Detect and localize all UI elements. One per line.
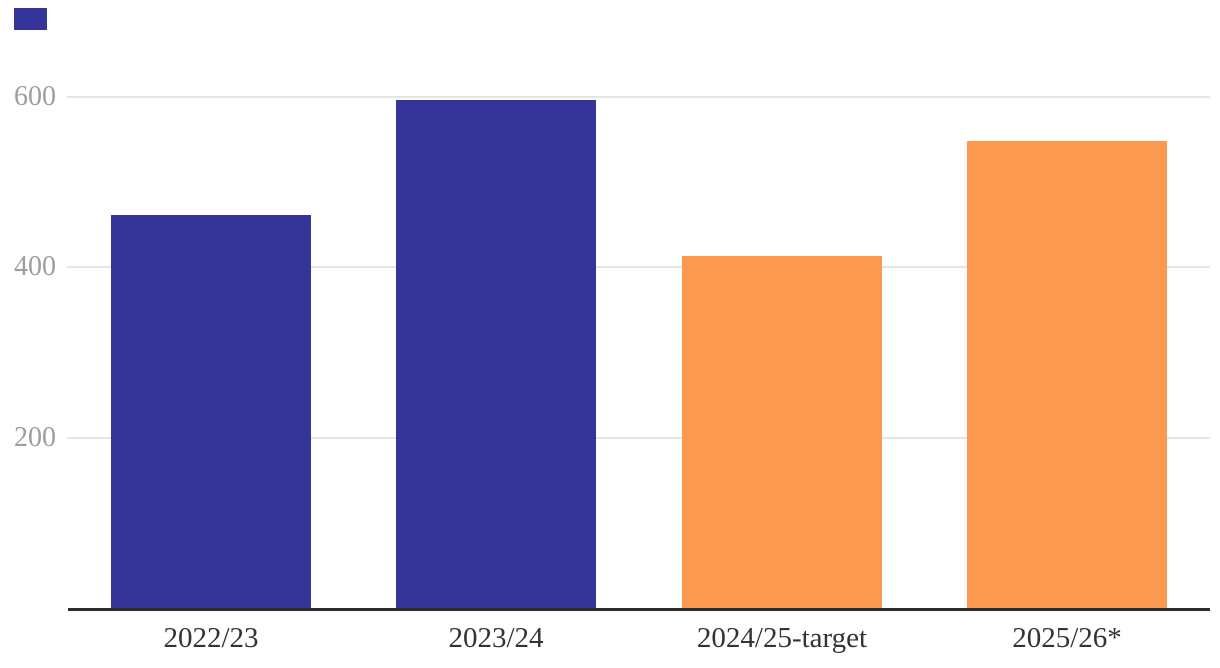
x-category-label-3: 2024/25-target	[696, 622, 868, 654]
legend-swatch	[14, 8, 47, 30]
gridline-400	[67, 266, 1210, 269]
x-category-label-4: 2025/26*	[1012, 622, 1122, 654]
bar-3	[682, 256, 882, 608]
y-tick-label-600: 600	[14, 81, 56, 112]
x-category-label-2: 2023/24	[448, 622, 544, 654]
bar-4	[967, 141, 1167, 608]
bar-1	[111, 215, 311, 608]
y-tick-label-400: 400	[14, 251, 56, 283]
gridline-600	[67, 96, 1210, 98]
x-axis-line	[68, 608, 1210, 611]
y-tick-label-200: 200	[14, 421, 56, 453]
gridline-200	[67, 436, 1210, 439]
bar-2	[396, 99, 596, 608]
x-category-label-1: 2022/23	[163, 622, 259, 654]
